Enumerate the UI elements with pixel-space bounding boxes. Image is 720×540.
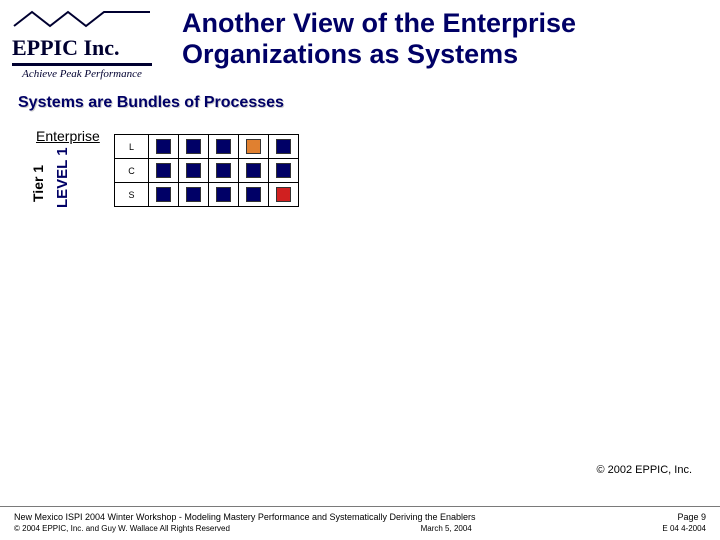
matrix-row: S <box>115 183 299 207</box>
title-line-2: Organizations as Systems <box>182 39 518 69</box>
process-matrix: LCS <box>114 134 299 207</box>
matrix-row: C <box>115 159 299 183</box>
tagline: Achieve Peak Performance <box>12 66 152 80</box>
matrix-square-icon <box>246 187 261 202</box>
matrix-row: L <box>115 135 299 159</box>
footer-left-1: New Mexico ISPI 2004 Winter Workshop - M… <box>14 512 476 524</box>
enterprise-label: Enterprise <box>36 128 100 144</box>
matrix-cell <box>179 183 209 207</box>
matrix-cell <box>149 159 179 183</box>
matrix-square-icon <box>276 139 291 154</box>
footer-page: Page 9 <box>677 512 706 524</box>
matrix-cell <box>179 159 209 183</box>
matrix-square-icon <box>216 187 231 202</box>
copyright-mid: © 2002 EPPIC, Inc. <box>596 464 692 476</box>
matrix-row-label: S <box>115 183 149 207</box>
footer-date: March 5, 2004 <box>421 524 472 534</box>
matrix-cell <box>209 135 239 159</box>
subtitle: Systems are Bundles of Processes <box>0 80 720 112</box>
logo-zigzag-icon <box>12 8 152 30</box>
matrix-square-icon <box>156 163 171 178</box>
matrix-row-label: L <box>115 135 149 159</box>
page-title: Another View of the Enterprise Organizat… <box>162 8 576 70</box>
matrix-square-icon <box>186 163 201 178</box>
footer-code: E 04 4-2004 <box>662 524 706 534</box>
matrix-cell <box>269 183 299 207</box>
logo-block: EPPIC Inc. Achieve Peak Performance <box>12 8 162 80</box>
matrix-square-icon <box>186 187 201 202</box>
title-line-1: Another View of the Enterprise <box>182 8 576 38</box>
matrix-cell <box>239 159 269 183</box>
matrix-square-icon <box>276 163 291 178</box>
footer-left-2: © 2004 EPPIC, Inc. and Guy W. Wallace Al… <box>14 524 230 534</box>
matrix-cell <box>239 183 269 207</box>
matrix-cell <box>239 135 269 159</box>
matrix-cell <box>269 159 299 183</box>
matrix-square-icon <box>156 187 171 202</box>
tier-label: Tier 1 <box>30 165 46 202</box>
matrix-square-icon <box>156 139 171 154</box>
matrix-square-icon <box>276 187 291 202</box>
matrix-square-icon <box>216 139 231 154</box>
matrix-cell <box>149 135 179 159</box>
company-name: EPPIC Inc. <box>12 35 152 66</box>
matrix-square-icon <box>186 139 201 154</box>
footer: New Mexico ISPI 2004 Winter Workshop - M… <box>0 506 720 534</box>
matrix-row-label: C <box>115 159 149 183</box>
matrix-cell <box>149 183 179 207</box>
level-label: LEVEL 1 <box>54 147 71 208</box>
matrix-cell <box>269 135 299 159</box>
matrix-square-icon <box>216 163 231 178</box>
matrix-cell <box>209 159 239 183</box>
matrix-cell <box>179 135 209 159</box>
matrix-square-icon <box>246 139 261 154</box>
matrix-square-icon <box>246 163 261 178</box>
matrix-cell <box>209 183 239 207</box>
